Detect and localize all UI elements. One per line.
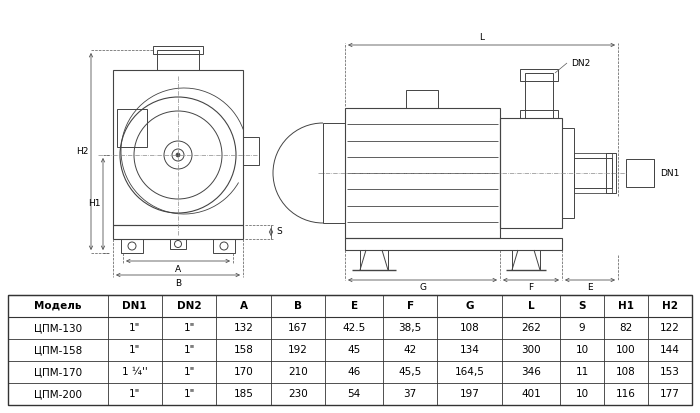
Bar [512, 250, 540, 270]
Text: 1": 1" [183, 389, 195, 399]
Bar [117, 109, 147, 147]
Text: DN2: DN2 [571, 59, 591, 67]
Text: 82: 82 [620, 323, 633, 333]
Text: G: G [466, 301, 474, 311]
Text: 197: 197 [460, 389, 480, 399]
Bar [323, 123, 345, 223]
Text: F: F [528, 283, 533, 292]
Text: 37: 37 [404, 389, 417, 399]
Text: 153: 153 [660, 367, 680, 377]
Text: 45: 45 [348, 345, 360, 355]
Bar [520, 69, 558, 81]
Text: DN1: DN1 [122, 301, 147, 311]
Text: DN2: DN2 [177, 301, 202, 311]
Text: E: E [351, 301, 358, 311]
Text: ЦПМ-130: ЦПМ-130 [34, 323, 82, 333]
Text: 1": 1" [183, 323, 195, 333]
Text: 170: 170 [234, 367, 253, 377]
Text: 144: 144 [660, 345, 680, 355]
Text: 122: 122 [660, 323, 680, 333]
Text: H2: H2 [662, 301, 678, 311]
Bar [113, 70, 243, 225]
Bar [243, 137, 259, 165]
Text: 42.5: 42.5 [342, 323, 366, 333]
Text: S: S [578, 301, 586, 311]
Text: ЦПМ-170: ЦПМ-170 [34, 367, 82, 377]
Text: H1: H1 [88, 199, 100, 209]
Bar [345, 108, 500, 238]
Text: 1 ¼'': 1 ¼'' [122, 367, 148, 377]
Text: 11: 11 [575, 367, 589, 377]
Text: ЦПМ-158: ЦПМ-158 [34, 345, 82, 355]
Text: F: F [407, 301, 414, 311]
Text: 167: 167 [288, 323, 308, 333]
Text: 346: 346 [522, 367, 541, 377]
Text: S: S [276, 228, 282, 237]
Text: 134: 134 [460, 345, 480, 355]
Text: 108: 108 [460, 323, 480, 333]
Text: 38,5: 38,5 [398, 323, 422, 333]
Bar [520, 110, 558, 118]
Text: 9: 9 [579, 323, 585, 333]
Text: B: B [294, 301, 302, 311]
Text: 401: 401 [522, 389, 541, 399]
Text: 1": 1" [183, 345, 195, 355]
Bar [153, 46, 203, 54]
Text: 42: 42 [404, 345, 417, 355]
Bar [626, 159, 654, 187]
Text: 185: 185 [234, 389, 253, 399]
Text: 177: 177 [660, 389, 680, 399]
Bar [606, 153, 616, 193]
Text: 10: 10 [575, 389, 589, 399]
Text: 54: 54 [348, 389, 360, 399]
Text: 210: 210 [288, 367, 308, 377]
Bar [525, 73, 553, 118]
Text: 1": 1" [129, 389, 141, 399]
Bar [574, 158, 612, 188]
Text: 300: 300 [522, 345, 541, 355]
Circle shape [176, 153, 180, 157]
Text: H1: H1 [618, 301, 634, 311]
Bar [345, 238, 562, 250]
Text: 46: 46 [348, 367, 360, 377]
Text: L: L [528, 301, 535, 311]
Text: B: B [175, 278, 181, 287]
Bar [157, 50, 199, 70]
Text: 10: 10 [575, 345, 589, 355]
Text: 164,5: 164,5 [455, 367, 485, 377]
Text: H2: H2 [76, 147, 88, 156]
Bar [113, 225, 243, 239]
Bar [360, 250, 388, 270]
Text: Модель: Модель [34, 301, 81, 311]
Text: A: A [239, 301, 248, 311]
Bar [121, 239, 143, 253]
Text: 116: 116 [616, 389, 636, 399]
Bar [213, 239, 235, 253]
Text: 230: 230 [288, 389, 308, 399]
Bar [562, 128, 574, 218]
Text: 158: 158 [234, 345, 253, 355]
Bar [500, 118, 562, 228]
Text: 192: 192 [288, 345, 308, 355]
Text: E: E [587, 283, 593, 292]
Text: L: L [479, 33, 484, 41]
Text: 100: 100 [616, 345, 636, 355]
Text: 262: 262 [522, 323, 541, 333]
Text: 1": 1" [129, 323, 141, 333]
Text: A: A [175, 264, 181, 273]
Text: DN1: DN1 [660, 169, 680, 178]
Bar [8, 295, 692, 405]
Text: 45,5: 45,5 [398, 367, 422, 377]
Text: 1": 1" [183, 367, 195, 377]
Text: ЦПМ-200: ЦПМ-200 [34, 389, 82, 399]
Bar [170, 239, 186, 249]
Text: G: G [419, 283, 426, 292]
Bar [406, 90, 438, 108]
Text: 132: 132 [234, 323, 253, 333]
Bar [574, 153, 612, 193]
Text: 1": 1" [129, 345, 141, 355]
Text: 108: 108 [616, 367, 636, 377]
